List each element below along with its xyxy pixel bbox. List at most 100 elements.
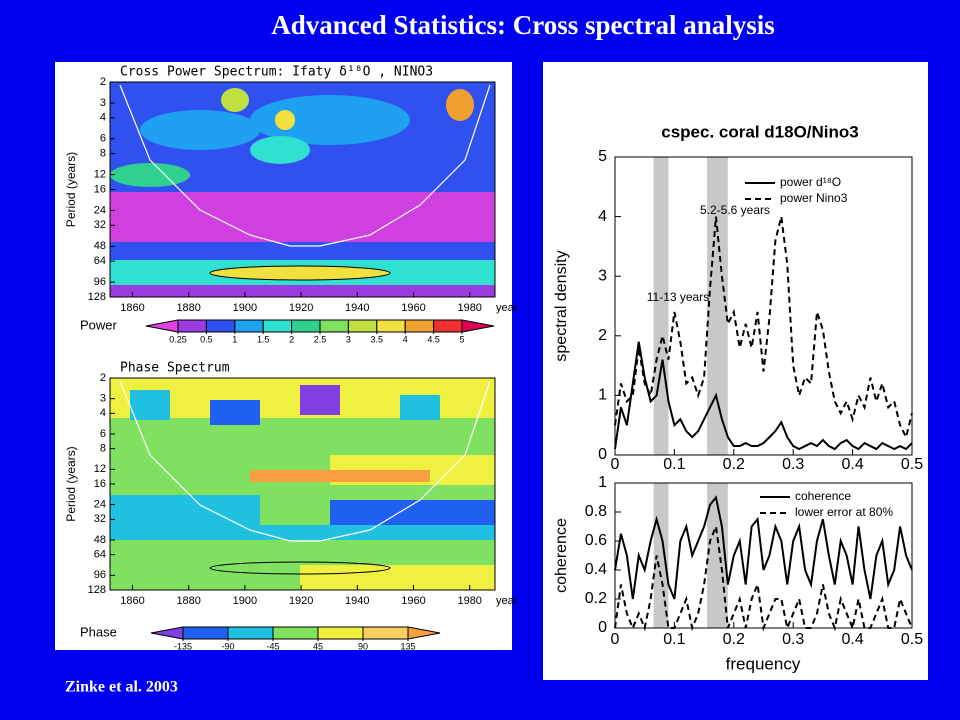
colorbar-swatch (347, 319, 378, 333)
x-tick-label: 1880 (176, 302, 200, 314)
colorbar-tick-label: 3.5 (371, 334, 384, 344)
colorbar-swatch (272, 626, 319, 640)
colorbar-swatch (291, 319, 321, 333)
x-tick-label: 1860 (120, 595, 144, 607)
cross-power-field (110, 82, 495, 297)
colorbar-tick-label: -45 (266, 641, 279, 651)
colorbar-tick-label: 135 (400, 641, 415, 651)
x-tick-label: 0.1 (663, 456, 685, 473)
y-tick-label: 5 (598, 148, 607, 165)
y-tick-label: 12 (94, 169, 106, 181)
series-line (614, 216, 913, 440)
y-tick-label: 24 (94, 204, 106, 216)
y-tick-label: 2 (100, 76, 106, 88)
y-tick-label: 8 (100, 148, 106, 160)
x-tick-label: 0.5 (901, 456, 923, 473)
plot-frame (614, 482, 913, 629)
y-tick-label: 48 (94, 240, 106, 252)
y-tick-label: 2 (100, 372, 106, 384)
colorbar-swatch (177, 319, 207, 333)
x-tick-label: 0.3 (782, 631, 804, 648)
x-tick-label: 1940 (345, 302, 369, 314)
colorbar-swatch (227, 626, 274, 640)
colorbar-tick-label: 45 (313, 641, 323, 651)
y-tick-label: 0 (598, 619, 607, 636)
colorbar-swatch (362, 626, 409, 640)
series-line (614, 341, 913, 451)
x-tick-label: 1940 (345, 595, 369, 607)
y-tick-label: 3 (100, 393, 106, 405)
y-tick-label: 4 (100, 407, 106, 419)
colorbar-tick-label: 3 (346, 334, 351, 344)
x-axis-label: frequency (726, 654, 801, 673)
colorbar-label: Power (80, 317, 118, 332)
colorbar-swatch (461, 319, 495, 333)
phase-field (110, 378, 495, 590)
y-tick-label: 16 (94, 183, 106, 195)
y-tick-label: 48 (94, 534, 106, 546)
y-tick-label: 6 (100, 133, 106, 145)
colorbar-swatch (234, 319, 264, 333)
y-tick-label: 0 (598, 446, 607, 463)
x-tick-label: 0.5 (901, 631, 923, 648)
colorbar-swatch (376, 319, 406, 333)
x-tick-label: 1900 (233, 302, 257, 314)
colorbar-tick-label: 5 (459, 334, 464, 344)
colorbar-swatch (317, 626, 364, 640)
colorbar-tick-label: -90 (221, 641, 234, 651)
x-tick-label: 1980 (457, 595, 481, 607)
y-tick-label: 1 (598, 474, 607, 491)
annotation: 5.2-5.6 years (700, 203, 770, 217)
y-tick-label: 4 (598, 208, 607, 225)
y-tick-label: 128 (88, 584, 106, 596)
y-axis-label: Period (years) (64, 446, 78, 521)
highlight-band (653, 157, 669, 455)
x-tick-label: 0 (611, 456, 620, 473)
legend-label: power Nino3 (780, 191, 848, 205)
y-tick-label: 0.6 (585, 532, 607, 549)
highlight-band (707, 483, 728, 628)
x-tick-label: 0.2 (723, 631, 745, 648)
y-tick-label: 0.8 (585, 503, 607, 520)
colorbar-swatch (433, 319, 463, 333)
chart-title: cspec. coral d18O/Nino3 (661, 122, 858, 141)
x-axis-label: year (496, 302, 518, 314)
x-tick-label: 1960 (401, 595, 425, 607)
colorbar-tick-label: 0.25 (169, 334, 187, 344)
legend-label: power d¹⁸O (780, 175, 841, 189)
colorbar-tick-label: 1 (232, 334, 237, 344)
x-tick-label: 1880 (176, 595, 200, 607)
colorbar-swatch (407, 626, 441, 640)
x-tick-label: 0 (611, 631, 620, 648)
legend-label: coherence (795, 489, 851, 503)
y-tick-label: 1 (598, 387, 607, 404)
y-tick-label: 3 (100, 97, 106, 109)
y-axis-label: spectral density (553, 250, 570, 361)
x-tick-label: 0.2 (723, 456, 745, 473)
x-axis-label: year (496, 595, 518, 607)
y-tick-label: 2 (598, 327, 607, 344)
slide-title: Advanced Statistics: Cross spectral anal… (271, 10, 775, 40)
plot-frame (614, 156, 913, 456)
y-tick-label: 6 (100, 428, 106, 440)
y-tick-label: 24 (94, 499, 106, 511)
x-tick-label: 0.1 (663, 631, 685, 648)
y-tick-label: 64 (94, 255, 106, 267)
colorbar-tick-label: -135 (174, 641, 192, 651)
x-tick-label: 0.3 (782, 456, 804, 473)
x-tick-label: 0.4 (841, 631, 863, 648)
colorbar-swatch (262, 319, 293, 333)
legend-label: lower error at 80% (795, 505, 893, 519)
colorbar-tick-label: 2 (289, 334, 294, 344)
y-tick-label: 12 (94, 463, 106, 475)
y-tick-label: 32 (94, 219, 106, 231)
x-tick-label: 0.4 (841, 456, 863, 473)
x-tick-label: 1980 (457, 302, 481, 314)
colorbar-tick-label: 0.5 (200, 334, 213, 344)
y-tick-label: 4 (100, 112, 106, 124)
citation: Zinke et al. 2003 (65, 679, 178, 696)
y-tick-label: 32 (94, 513, 106, 525)
x-tick-label: 1960 (401, 302, 425, 314)
y-axis-label: Period (years) (64, 152, 78, 227)
